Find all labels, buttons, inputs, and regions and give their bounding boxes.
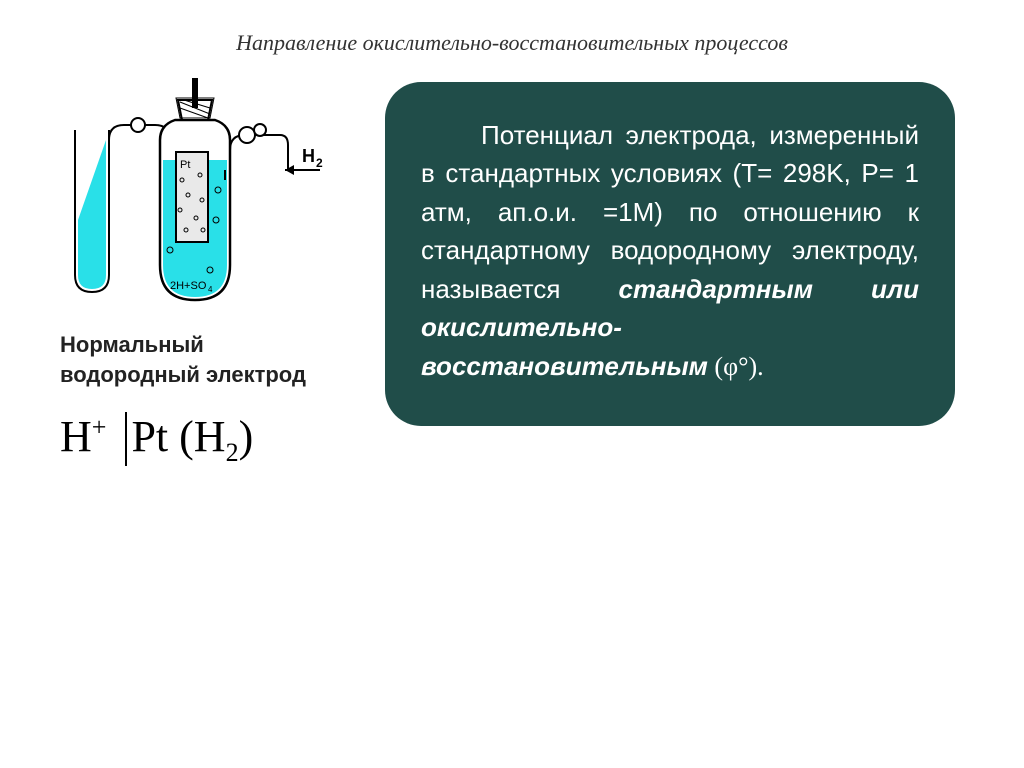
definition-italic2: восстановительным bbox=[421, 351, 708, 381]
definition-phi: (φ°). bbox=[708, 352, 764, 381]
formula-separator bbox=[125, 412, 127, 466]
caption-line1: Нормальный bbox=[60, 332, 204, 357]
formula-h: H bbox=[60, 412, 92, 461]
formula-two: 2 bbox=[226, 438, 239, 467]
svg-text:2H+SO: 2H+SO bbox=[170, 280, 207, 292]
formula-close: ) bbox=[239, 412, 254, 461]
formula-pt: Pt (H bbox=[131, 412, 225, 461]
diagram-caption: Нормальный водородный электрод bbox=[60, 330, 370, 389]
electrode-diagram: Pt bbox=[60, 70, 350, 310]
svg-text:H: H bbox=[302, 146, 315, 166]
svg-text:Pt: Pt bbox=[180, 159, 190, 171]
slide-title: Направление окислительно-восстановительн… bbox=[0, 30, 1024, 56]
formula-plus: + bbox=[92, 413, 107, 442]
svg-text:2: 2 bbox=[316, 156, 323, 170]
electrode-formula: H+ Pt (H2) bbox=[60, 411, 370, 468]
caption-line2: водородный электрод bbox=[60, 362, 306, 387]
svg-text:4: 4 bbox=[208, 285, 213, 294]
left-column: Pt bbox=[60, 70, 370, 468]
definition-box: Потенциал электрода, измеренный в станда… bbox=[385, 82, 955, 426]
